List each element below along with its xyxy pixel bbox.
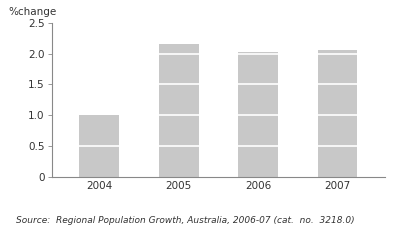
Bar — [318, 50, 357, 177]
Bar — [79, 115, 119, 177]
Text: Source:  Regional Population Growth, Australia, 2006-07 (cat.  no.  3218.0): Source: Regional Population Growth, Aust… — [16, 216, 355, 225]
Bar — [159, 44, 198, 177]
Bar — [238, 52, 278, 177]
Text: %change: %change — [8, 7, 56, 17]
